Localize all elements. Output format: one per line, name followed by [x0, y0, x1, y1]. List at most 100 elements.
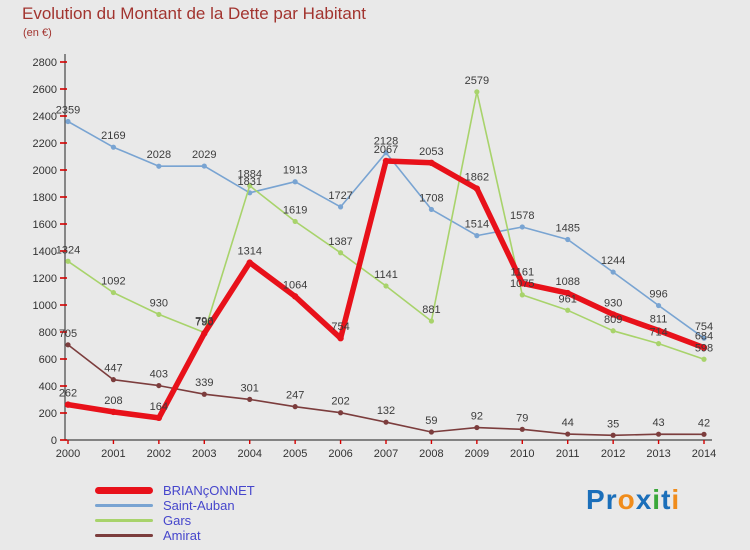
svg-text:930: 930: [604, 297, 622, 309]
legend-item-2: Gars: [95, 512, 255, 528]
svg-text:1200: 1200: [33, 273, 57, 285]
svg-text:2000: 2000: [33, 165, 57, 177]
svg-text:42: 42: [698, 417, 710, 429]
svg-text:996: 996: [649, 289, 667, 301]
svg-text:200: 200: [39, 408, 57, 420]
svg-text:754: 754: [331, 321, 349, 333]
proxiti-logo: Proxiti: [586, 484, 680, 516]
svg-text:1727: 1727: [328, 190, 352, 202]
svg-text:2009: 2009: [465, 448, 489, 460]
svg-text:2006: 2006: [328, 448, 352, 460]
svg-text:1141: 1141: [374, 269, 398, 281]
svg-text:1000: 1000: [33, 300, 57, 312]
svg-text:2000: 2000: [56, 448, 80, 460]
svg-text:705: 705: [59, 328, 77, 340]
svg-text:2067: 2067: [374, 144, 398, 156]
svg-text:2169: 2169: [101, 130, 125, 142]
svg-text:2013: 2013: [646, 448, 670, 460]
svg-text:811: 811: [650, 314, 668, 326]
svg-text:1064: 1064: [283, 279, 307, 291]
svg-text:1088: 1088: [555, 276, 579, 288]
svg-text:1387: 1387: [328, 236, 352, 248]
svg-text:2800: 2800: [33, 57, 57, 69]
legend-item-3: Amirat: [95, 527, 255, 543]
svg-text:35: 35: [607, 418, 619, 430]
svg-text:1862: 1862: [465, 172, 489, 184]
logo-letter: i: [652, 484, 662, 515]
svg-text:1092: 1092: [101, 276, 125, 288]
svg-text:1400: 1400: [33, 246, 57, 258]
page-subtitle: (en €): [23, 27, 52, 39]
svg-text:2007: 2007: [374, 448, 398, 460]
svg-text:1075: 1075: [510, 278, 534, 290]
svg-text:930: 930: [150, 297, 168, 309]
svg-text:961: 961: [559, 293, 577, 305]
page-title: Evolution du Montant de la Dette par Hab…: [22, 4, 366, 23]
svg-text:447: 447: [104, 363, 122, 375]
svg-text:2400: 2400: [33, 111, 57, 123]
legend-label: Gars: [163, 512, 192, 528]
svg-text:2008: 2008: [419, 448, 443, 460]
svg-text:2003: 2003: [192, 448, 216, 460]
svg-text:1600: 1600: [33, 219, 57, 231]
svg-text:2005: 2005: [283, 448, 307, 460]
svg-text:2600: 2600: [33, 84, 57, 96]
svg-text:1324: 1324: [56, 244, 80, 256]
svg-text:1708: 1708: [419, 192, 443, 204]
svg-text:2359: 2359: [56, 105, 80, 117]
svg-text:881: 881: [422, 304, 440, 316]
logo-letter: r: [605, 484, 618, 515]
logo-letter: P: [586, 484, 606, 515]
svg-text:44: 44: [562, 417, 574, 429]
logo-letter: i: [671, 484, 681, 515]
svg-text:2053: 2053: [419, 146, 443, 158]
svg-text:1884: 1884: [237, 169, 261, 181]
legend-label: Amirat: [163, 527, 201, 543]
svg-text:2128: 2128: [374, 136, 398, 148]
svg-text:208: 208: [104, 395, 122, 407]
svg-text:1161: 1161: [510, 266, 534, 278]
svg-text:400: 400: [39, 381, 57, 393]
svg-text:2012: 2012: [601, 448, 625, 460]
svg-text:403: 403: [150, 369, 168, 381]
svg-text:132: 132: [377, 405, 395, 417]
logo-letter: x: [635, 484, 653, 515]
svg-text:600: 600: [39, 354, 57, 366]
svg-text:1485: 1485: [555, 223, 579, 235]
legend-line-swatch: [95, 486, 153, 494]
svg-text:598: 598: [695, 342, 713, 354]
legend-line-swatch: [95, 518, 153, 522]
svg-text:2010: 2010: [510, 448, 534, 460]
svg-text:2028: 2028: [147, 149, 171, 161]
svg-text:1913: 1913: [283, 165, 307, 177]
svg-text:1800: 1800: [33, 192, 57, 204]
svg-text:164: 164: [150, 401, 168, 413]
y-axis-ticks: 0 200 400 600 800 1000 1200 1400 1600 1800 2000 220…: [33, 57, 67, 447]
legend-item-1: Saint-Auban: [95, 497, 255, 513]
svg-text:796: 796: [195, 316, 213, 328]
series-line-1: [65, 118, 707, 341]
point-labels: 2359 2169 2028 2029 1831 1913 1727 2128 1708 1514…: [56, 75, 713, 430]
svg-text:1514: 1514: [465, 219, 489, 231]
svg-text:1244: 1244: [601, 255, 625, 267]
svg-text:247: 247: [286, 390, 304, 402]
chart-legend: BRIANçONNET Saint-Auban Gars Amirat: [95, 482, 255, 543]
logo-letter: o: [617, 484, 636, 515]
svg-text:43: 43: [652, 417, 664, 429]
svg-text:684: 684: [695, 331, 713, 343]
legend-line-swatch: [95, 533, 153, 537]
svg-text:339: 339: [195, 377, 213, 389]
svg-text:2579: 2579: [465, 75, 489, 87]
svg-text:714: 714: [649, 327, 667, 339]
svg-text:754: 754: [695, 321, 713, 333]
svg-text:1314: 1314: [237, 246, 261, 258]
svg-text:301: 301: [241, 382, 259, 394]
legend-label: BRIANçONNET: [163, 482, 255, 498]
legend-label: Saint-Auban: [163, 497, 235, 513]
svg-text:0: 0: [51, 435, 57, 447]
svg-text:1619: 1619: [283, 204, 307, 216]
svg-text:262: 262: [59, 388, 77, 400]
series-line-3: [65, 342, 707, 438]
logo-letter: t: [661, 484, 672, 515]
